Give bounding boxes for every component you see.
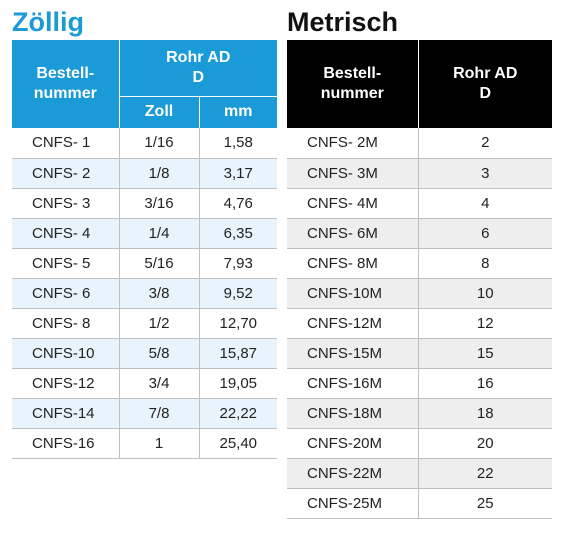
code-cell: CNFS-10 bbox=[12, 338, 119, 369]
table-row: CNFS-16 1 25,40 bbox=[12, 428, 278, 459]
mm-cell: 6,35 bbox=[198, 218, 278, 249]
code-cell: CNFS-12 bbox=[12, 368, 119, 399]
table-row: CNFS-14 7/8 22,22 bbox=[12, 398, 278, 429]
code-cell: CNFS-12M bbox=[287, 308, 418, 339]
table-row: CNFS- 6 3/8 9,52 bbox=[12, 278, 278, 309]
mm-cell: 15,87 bbox=[198, 338, 278, 369]
order-number-header: Bestell- nummer bbox=[12, 40, 119, 128]
code-cell: CNFS- 2M bbox=[287, 128, 418, 159]
table-row: CNFS- 3M 3 bbox=[287, 158, 552, 189]
od-cell: 16 bbox=[417, 368, 552, 399]
od-cell: 6 bbox=[417, 218, 552, 249]
table-row: CNFS-15M 15 bbox=[287, 338, 552, 369]
code-cell: CNFS-16M bbox=[287, 368, 418, 399]
od-cell: 8 bbox=[417, 248, 552, 279]
od-cell: 12 bbox=[417, 308, 552, 339]
table-row: CNFS- 5 5/16 7,93 bbox=[12, 248, 278, 279]
mm-cell: 22,22 bbox=[198, 398, 278, 429]
code-cell: CNFS- 3 bbox=[12, 188, 119, 219]
table-row: CNFS-10 5/8 15,87 bbox=[12, 338, 278, 369]
table-row: CNFS-16M 16 bbox=[287, 368, 552, 399]
table-row: CNFS- 8M 8 bbox=[287, 248, 552, 279]
code-cell: CNFS-15M bbox=[287, 338, 418, 369]
inch-cell: 1/2 bbox=[118, 308, 199, 339]
od-cell: 20 bbox=[417, 428, 552, 459]
code-cell: CNFS- 6M bbox=[287, 218, 418, 249]
zoellig-title: Zöllig bbox=[12, 7, 84, 37]
code-cell: CNFS- 8M bbox=[287, 248, 418, 279]
od-cell: 3 bbox=[417, 158, 552, 189]
table-row: CNFS- 2 1/8 3,17 bbox=[12, 158, 278, 189]
od-cell: 18 bbox=[417, 398, 552, 429]
code-cell: CNFS-10M bbox=[287, 278, 418, 309]
mm-cell: 12,70 bbox=[198, 308, 278, 339]
mm-cell: 1,58 bbox=[198, 128, 278, 159]
od-cell: 22 bbox=[417, 458, 552, 489]
table-row: CNFS- 3 3/16 4,76 bbox=[12, 188, 278, 219]
table-row: CNFS-25M 25 bbox=[287, 488, 552, 519]
mm-cell: 3,17 bbox=[198, 158, 278, 189]
od-cell: 2 bbox=[417, 128, 552, 159]
inch-header: Zoll bbox=[118, 96, 199, 128]
inch-cell: 1 bbox=[118, 428, 199, 459]
inch-cell: 5/16 bbox=[118, 248, 199, 279]
od-cell: 15 bbox=[417, 338, 552, 369]
table-row: CNFS- 2M 2 bbox=[287, 128, 552, 159]
table-row: CNFS- 6M 6 bbox=[287, 218, 552, 249]
table-row: CNFS-10M 10 bbox=[287, 278, 552, 309]
code-cell: CNFS- 6 bbox=[12, 278, 119, 309]
code-cell: CNFS-14 bbox=[12, 398, 119, 429]
code-cell: CNFS-25M bbox=[287, 488, 418, 519]
code-cell: CNFS-20M bbox=[287, 428, 418, 459]
table-row: CNFS-22M 22 bbox=[287, 458, 552, 489]
metrisch-table: Bestell- nummer Rohr AD D CNFS- 2M 2 CNFS-… bbox=[287, 40, 552, 519]
mm-cell: 9,52 bbox=[198, 278, 278, 309]
tube-od-header: Rohr AD D bbox=[118, 40, 278, 97]
inch-cell: 3/16 bbox=[118, 188, 199, 219]
mm-cell: 19,05 bbox=[198, 368, 278, 399]
table-row: CNFS- 4 1/4 6,35 bbox=[12, 218, 278, 249]
metrisch-title: Metrisch bbox=[287, 7, 399, 37]
inch-cell: 1/8 bbox=[118, 158, 199, 189]
inch-cell: 7/8 bbox=[118, 398, 199, 429]
table-row: CNFS- 8 1/2 12,70 bbox=[12, 308, 278, 339]
table-row: CNFS- 4M 4 bbox=[287, 188, 552, 219]
zoellig-table-header: Bestell- nummer Rohr AD D Zoll mm bbox=[12, 40, 278, 128]
inch-cell: 1/4 bbox=[118, 218, 199, 249]
mm-cell: 7,93 bbox=[198, 248, 278, 279]
code-cell: CNFS- 2 bbox=[12, 158, 119, 189]
table-row: CNFS- 1 1/16 1,58 bbox=[12, 128, 278, 159]
code-cell: CNFS- 8 bbox=[12, 308, 119, 339]
metrisch-table-header: Bestell- nummer Rohr AD D bbox=[287, 40, 552, 128]
inch-cell: 5/8 bbox=[118, 338, 199, 369]
code-cell: CNFS- 4 bbox=[12, 218, 119, 249]
mm-cell: 25,40 bbox=[198, 428, 278, 459]
inch-cell: 3/8 bbox=[118, 278, 199, 309]
code-cell: CNFS- 1 bbox=[12, 128, 119, 159]
inch-cell: 3/4 bbox=[118, 368, 199, 399]
tube-od-header: Rohr AD D bbox=[417, 40, 552, 128]
table-row: CNFS-12 3/4 19,05 bbox=[12, 368, 278, 399]
od-cell: 25 bbox=[417, 488, 552, 519]
code-cell: CNFS- 4M bbox=[287, 188, 418, 219]
code-cell: CNFS-22M bbox=[287, 458, 418, 489]
table-row: CNFS-12M 12 bbox=[287, 308, 552, 339]
code-cell: CNFS-18M bbox=[287, 398, 418, 429]
table-row: CNFS-18M 18 bbox=[287, 398, 552, 429]
code-cell: CNFS- 3M bbox=[287, 158, 418, 189]
code-cell: CNFS- 5 bbox=[12, 248, 119, 279]
inch-cell: 1/16 bbox=[118, 128, 199, 159]
table-row: CNFS-20M 20 bbox=[287, 428, 552, 459]
mm-header: mm bbox=[198, 96, 278, 128]
mm-cell: 4,76 bbox=[198, 188, 278, 219]
zoellig-table: Bestell- nummer Rohr AD D Zoll mm CNFS- … bbox=[12, 40, 278, 459]
order-number-header: Bestell- nummer bbox=[287, 40, 418, 128]
code-cell: CNFS-16 bbox=[12, 428, 119, 459]
od-cell: 10 bbox=[417, 278, 552, 309]
od-cell: 4 bbox=[417, 188, 552, 219]
